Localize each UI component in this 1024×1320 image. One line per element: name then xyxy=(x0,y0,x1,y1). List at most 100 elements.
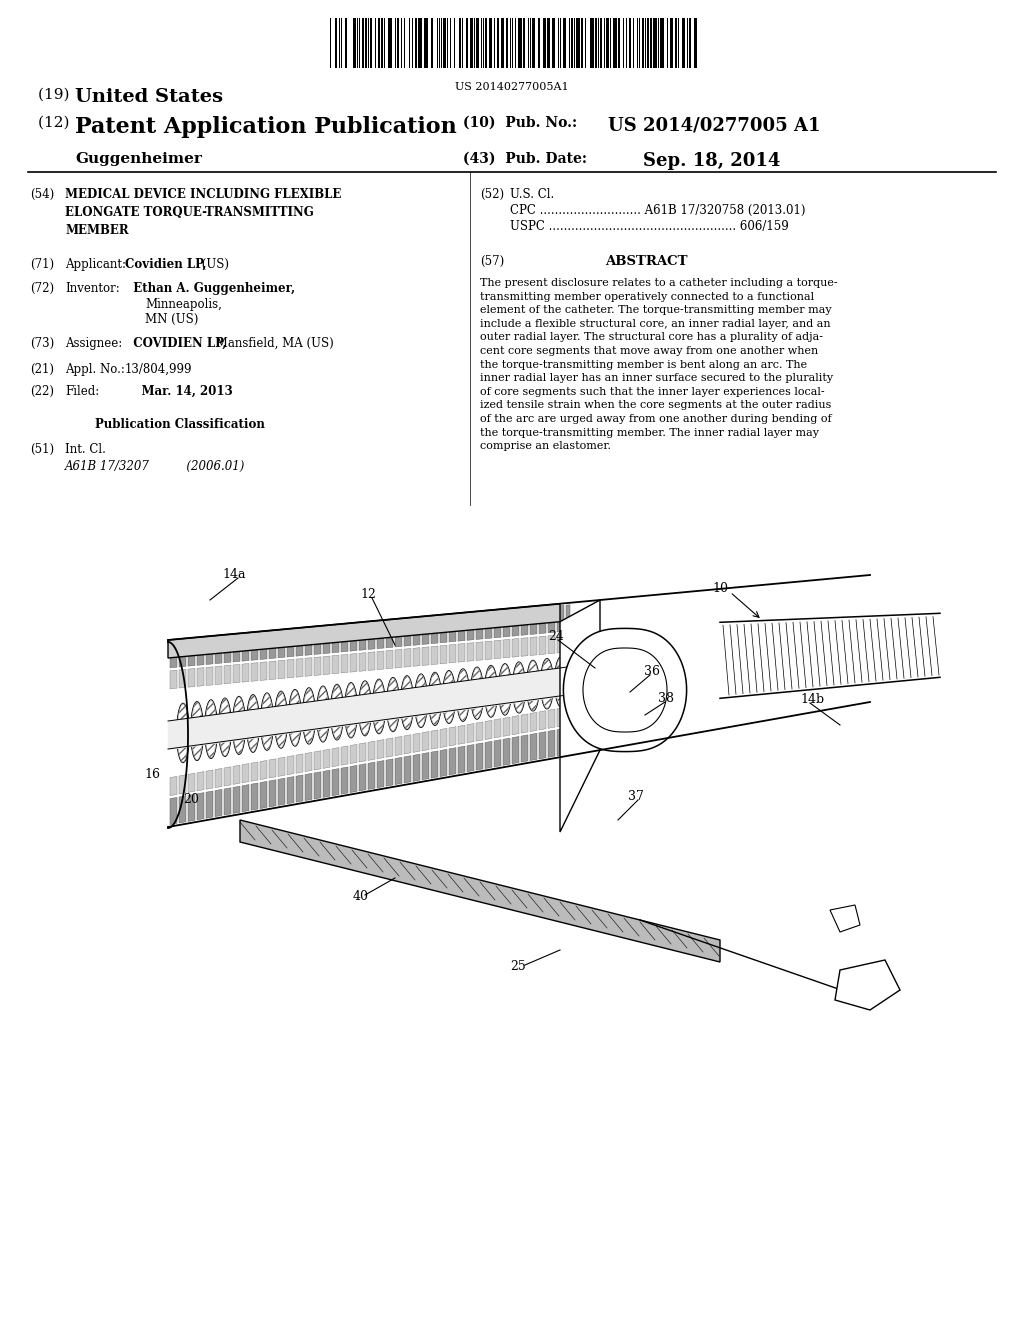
Ellipse shape xyxy=(499,664,512,715)
Bar xyxy=(459,18,462,69)
Polygon shape xyxy=(395,737,402,755)
Polygon shape xyxy=(233,787,240,813)
Polygon shape xyxy=(368,623,375,649)
Bar xyxy=(470,18,473,69)
Ellipse shape xyxy=(442,671,456,723)
Polygon shape xyxy=(197,792,204,820)
Polygon shape xyxy=(206,770,213,789)
Bar xyxy=(582,18,583,69)
Polygon shape xyxy=(494,640,501,659)
Polygon shape xyxy=(485,742,492,768)
Polygon shape xyxy=(350,766,357,792)
Text: ABSTRACT: ABSTRACT xyxy=(605,255,687,268)
Bar xyxy=(595,18,597,69)
Polygon shape xyxy=(314,628,321,655)
Polygon shape xyxy=(395,620,402,647)
Polygon shape xyxy=(404,735,411,754)
Text: 20: 20 xyxy=(183,793,199,807)
Polygon shape xyxy=(413,733,420,752)
Bar xyxy=(644,18,646,69)
Text: 10: 10 xyxy=(712,582,728,595)
Bar xyxy=(397,18,399,69)
Polygon shape xyxy=(431,730,438,750)
Polygon shape xyxy=(197,772,204,791)
Bar xyxy=(476,18,479,69)
Ellipse shape xyxy=(331,684,343,741)
Polygon shape xyxy=(224,767,231,785)
Polygon shape xyxy=(449,727,456,746)
Polygon shape xyxy=(467,643,474,661)
Text: Publication Classification: Publication Classification xyxy=(95,418,265,432)
Polygon shape xyxy=(215,768,222,788)
Polygon shape xyxy=(835,960,900,1010)
Polygon shape xyxy=(377,622,384,648)
Polygon shape xyxy=(386,651,393,669)
Polygon shape xyxy=(458,746,465,774)
Ellipse shape xyxy=(232,696,246,755)
Polygon shape xyxy=(233,664,240,682)
Polygon shape xyxy=(503,639,510,657)
Bar xyxy=(443,18,445,69)
Polygon shape xyxy=(350,744,357,763)
Text: US 20140277005A1: US 20140277005A1 xyxy=(456,82,568,92)
Text: (57): (57) xyxy=(480,255,504,268)
Ellipse shape xyxy=(274,692,288,748)
Polygon shape xyxy=(530,734,537,760)
Polygon shape xyxy=(485,612,492,639)
Polygon shape xyxy=(395,758,402,784)
Ellipse shape xyxy=(541,659,554,709)
Polygon shape xyxy=(476,743,483,770)
Polygon shape xyxy=(413,619,420,645)
Bar xyxy=(424,18,428,69)
Text: Applicant:: Applicant: xyxy=(65,257,130,271)
Bar xyxy=(466,18,468,69)
Ellipse shape xyxy=(526,660,540,711)
Text: Appl. No.:: Appl. No.: xyxy=(65,363,125,376)
Ellipse shape xyxy=(218,698,231,756)
Bar xyxy=(660,18,664,69)
Text: 25: 25 xyxy=(510,960,525,973)
Bar xyxy=(345,18,346,69)
Polygon shape xyxy=(359,623,366,651)
Polygon shape xyxy=(341,767,348,795)
Text: MEDICAL DEVICE INCLUDING FLEXIBLE
ELONGATE TORQUE-TRANSMITTING
MEMBER: MEDICAL DEVICE INCLUDING FLEXIBLE ELONGA… xyxy=(65,187,341,238)
Polygon shape xyxy=(386,622,393,648)
Text: U.S. Cl.: U.S. Cl. xyxy=(510,187,554,201)
Polygon shape xyxy=(548,730,555,758)
Text: Inventor:: Inventor: xyxy=(65,282,120,294)
Polygon shape xyxy=(314,657,321,676)
Polygon shape xyxy=(242,784,249,812)
Text: USPC .................................................. 606/159: USPC ...................................… xyxy=(510,220,788,234)
Polygon shape xyxy=(386,759,393,787)
Polygon shape xyxy=(566,706,570,725)
Bar xyxy=(670,18,673,69)
Polygon shape xyxy=(260,760,267,780)
Bar xyxy=(518,18,522,69)
Ellipse shape xyxy=(344,682,357,738)
Polygon shape xyxy=(215,789,222,817)
Polygon shape xyxy=(269,780,276,807)
Bar xyxy=(378,18,380,69)
Polygon shape xyxy=(287,755,294,775)
Polygon shape xyxy=(440,616,447,643)
Text: 14b: 14b xyxy=(800,693,824,706)
Polygon shape xyxy=(458,725,465,744)
Bar xyxy=(650,18,652,69)
Text: 12: 12 xyxy=(360,587,376,601)
Polygon shape xyxy=(179,669,186,688)
Text: Patent Application Publication: Patent Application Publication xyxy=(75,116,457,139)
Ellipse shape xyxy=(289,689,301,746)
Bar xyxy=(600,18,602,69)
Polygon shape xyxy=(359,743,366,762)
Ellipse shape xyxy=(316,686,330,742)
Bar xyxy=(618,18,621,69)
Text: 38: 38 xyxy=(658,692,674,705)
Text: CPC ........................... A61B 17/320758 (2013.01): CPC ........................... A61B 17/… xyxy=(510,205,806,216)
Ellipse shape xyxy=(512,661,525,713)
Polygon shape xyxy=(557,729,564,756)
Polygon shape xyxy=(422,731,429,751)
Polygon shape xyxy=(242,635,249,661)
Ellipse shape xyxy=(415,675,427,727)
Polygon shape xyxy=(485,721,492,739)
Bar xyxy=(613,18,617,69)
